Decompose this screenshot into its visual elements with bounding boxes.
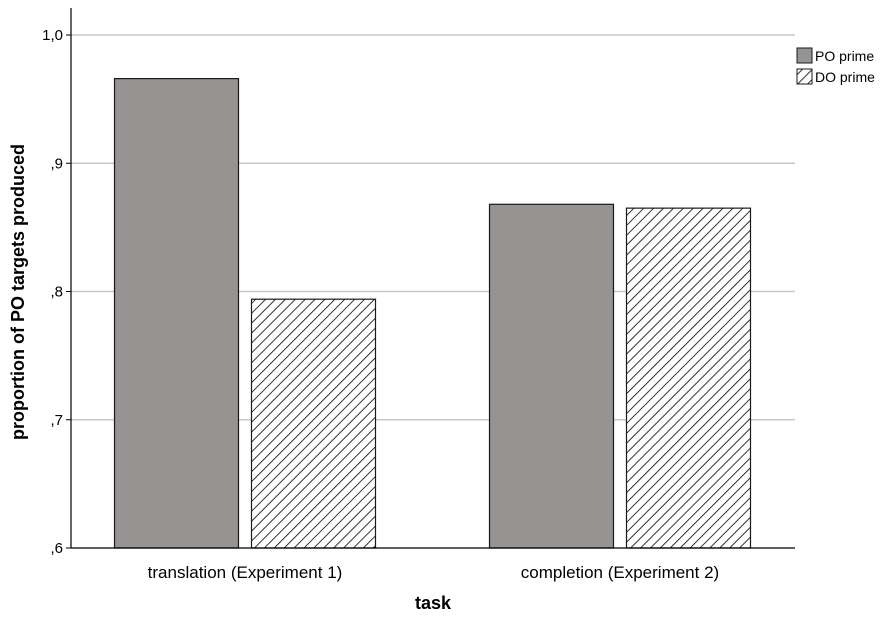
legend-label: PO prime: [815, 48, 874, 64]
legend-swatch-po-prime: [796, 47, 813, 64]
axes: [66, 8, 795, 549]
bar-do-prime-1: [250, 298, 377, 549]
y-tick-label: ,8: [50, 284, 63, 301]
y-axis-title: proportion of PO targets produced: [8, 144, 28, 440]
y-tick-label: ,6: [50, 540, 63, 557]
x-tick-label: translation (Experiment 1): [148, 563, 343, 582]
y-tick-labels: ,6 ,7 ,8 ,9 1,0: [42, 27, 63, 557]
y-tick-label: ,9: [50, 155, 63, 172]
legend-swatch-do-prime: [796, 68, 813, 85]
bar-po-prime-2: [488, 203, 615, 549]
y-tick-label: 1,0: [42, 27, 63, 44]
legend: PO prime DO prime: [796, 47, 875, 85]
x-tick-label: completion (Experiment 2): [521, 563, 719, 582]
bar-do-prime-2: [625, 207, 752, 549]
x-tick-labels: translation (Experiment 1) completion (Ex…: [148, 563, 720, 582]
bar-po-prime-1: [113, 78, 240, 549]
bars: [113, 78, 752, 549]
y-tick-label: ,7: [50, 412, 63, 429]
legend-label: DO prime: [815, 69, 875, 85]
x-axis-title: task: [415, 593, 452, 613]
